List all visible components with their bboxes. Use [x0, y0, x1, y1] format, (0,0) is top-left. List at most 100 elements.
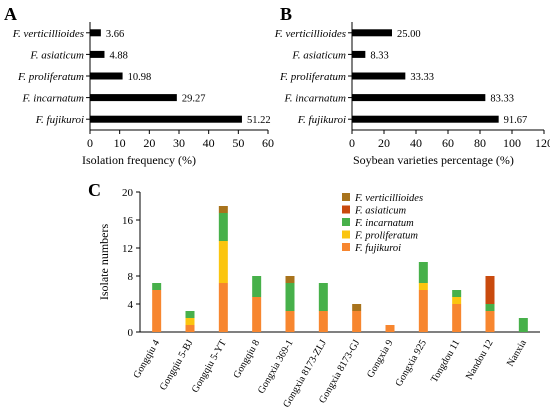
x-tick-label-20: 20 [143, 136, 155, 150]
bar-segment-gongxia-8173-zlj-f-fujikuroi [318, 311, 328, 332]
y-tick-label-f-fujikuroi: F. fujikuroi [35, 114, 84, 126]
y-tick-label-f-proliferatum: F. proliferatum [279, 71, 346, 83]
x-tick-label-0: 0 [87, 136, 93, 150]
y-tick-label-f-asiaticum: F. asiaticum [29, 49, 84, 61]
bar-segment-gongqiu-5-yt-f-verticillioides [218, 206, 228, 213]
bar-f-proliferatum [90, 72, 123, 80]
panel-a-chart: F. verticillioides 3.66 F. asiaticum 4.88 F.… [12, 22, 274, 167]
data-label-f-proliferatum: 10.98 [128, 72, 152, 83]
x-tick-label-40: 40 [410, 136, 422, 150]
x-tick-label-80: 80 [474, 136, 486, 150]
data-label-f-asiaticum: 8.33 [370, 50, 388, 61]
bar-f-verticillioides [90, 29, 101, 37]
legend-label-f-incarnatum: F. incarnatum [354, 218, 414, 229]
x-tick-label-120: 120 [535, 136, 550, 150]
bar-segment-nandou-12-f-incarnatum [485, 304, 495, 311]
x-tick-label-40: 40 [203, 136, 215, 150]
x-tick-label-gongxia-369-1: Gongxia 369-1 [256, 338, 296, 396]
x-tick-label-gongxia-9: Gongxia 9 [365, 338, 396, 380]
x-tick-label-30: 30 [173, 136, 185, 150]
bar-f-fujikuroi [90, 115, 242, 123]
x-tick-label-gongqiu-4: Gongqiu 4 [131, 338, 162, 380]
bar-segment-gongxia-369-1-f-verticillioides [285, 276, 295, 283]
bar-segment-nandou-12-f-asiaticum [485, 276, 495, 304]
data-label-f-incarnatum: 29.27 [182, 94, 206, 105]
bar-segment-gongxia-8173-gj-f-fujikuroi [352, 311, 362, 332]
panel-c-letter: C [88, 180, 101, 200]
x-tick-label-60: 60 [262, 136, 274, 150]
legend-label-f-verticillioides: F. verticillioides [354, 193, 423, 204]
panel-b-letter: B [280, 4, 292, 24]
x-tick-label-gongqiu-5-bj: Gongqiu 5-BJ [158, 338, 196, 392]
bar-segment-gongqiu-5-yt-f-fujikuroi [218, 283, 228, 332]
bar-segment-nandou-12-f-fujikuroi [485, 311, 495, 332]
bar-segment-gongqiu-8-f-fujikuroi [252, 297, 262, 332]
x-tick-label-gongxia-925: Gongxia 925 [393, 338, 429, 388]
data-label-f-verticillioides: 3.66 [106, 29, 124, 40]
legend-swatch-f-proliferatum [342, 230, 350, 239]
y-tick-label-f-verticillioides: F. verticillioides [12, 28, 84, 40]
y-axis-label: Isolate numbers [97, 224, 111, 301]
y-tick-label-f-verticillioides: F. verticillioides [274, 28, 346, 40]
y-tick-label-8: 8 [128, 271, 134, 283]
y-tick-label-f-incarnatum: F. incarnatum [283, 93, 346, 105]
data-label-f-proliferatum: 33.33 [410, 72, 434, 83]
x-tick-label-gongqiu-8: Gongqiu 8 [231, 338, 262, 380]
legend-swatch-f-asiaticum [342, 205, 350, 214]
bar-segment-gongxia-8173-gj-f-verticillioides [352, 304, 362, 311]
x-tick-label-nanxia: Nanxia [505, 338, 529, 369]
bar-segment-gongqiu-5-bj-f-incarnatum [185, 311, 195, 318]
data-label-f-fujikuroi: 91.67 [504, 115, 528, 126]
panel-a-letter: A [4, 4, 17, 24]
data-label-f-verticillioides: 25.00 [397, 29, 421, 40]
bar-segment-tongdou-11-f-incarnatum [452, 290, 462, 297]
data-label-f-fujikuroi: 51.22 [247, 115, 271, 126]
bar-f-incarnatum [352, 94, 486, 102]
x-tick-label-0: 0 [349, 136, 355, 150]
x-tick-label-20: 20 [378, 136, 390, 150]
bar-f-asiaticum [90, 50, 105, 58]
bar-segment-gongqiu-5-bj-f-fujikuroi [185, 325, 195, 332]
x-tick-label-10: 10 [114, 136, 126, 150]
legend-swatch-f-verticillioides [342, 193, 350, 201]
bar-segment-gongxia-369-1-f-incarnatum [285, 283, 295, 311]
data-label-f-incarnatum: 83.33 [490, 94, 514, 105]
x-tick-label-50: 50 [232, 136, 244, 150]
x-tick-label-nandou-12: Nandou 12 [464, 338, 496, 382]
bar-f-proliferatum [352, 72, 406, 80]
x-axis-label: Isolation frequency (%) [82, 153, 196, 167]
bar-segment-tongdou-11-f-proliferatum [452, 297, 462, 304]
bar-segment-gongqiu-5-yt-f-proliferatum [218, 241, 228, 283]
bar-segment-gongxia-369-1-f-fujikuroi [285, 311, 295, 332]
bar-segment-tongdou-11-f-fujikuroi [452, 304, 462, 332]
y-tick-label-16: 16 [122, 215, 134, 227]
bar-segment-gongqiu-8-f-incarnatum [252, 276, 262, 297]
y-tick-label-f-fujikuroi: F. fujikuroi [297, 114, 346, 126]
y-tick-label-4: 4 [128, 299, 134, 311]
bar-segment-gongxia-9-f-fujikuroi [385, 325, 395, 332]
bar-f-asiaticum [352, 50, 366, 58]
bar-segment-gongqiu-4-f-fujikuroi [152, 290, 162, 332]
bar-f-incarnatum [90, 94, 177, 102]
y-tick-label-f-incarnatum: F. incarnatum [21, 93, 84, 105]
legend-label-f-fujikuroi: F. fujikuroi [354, 243, 401, 254]
legend-swatch-f-fujikuroi [342, 243, 350, 251]
y-tick-label-12: 12 [122, 243, 133, 255]
bar-segment-gongxia-925-f-proliferatum [418, 283, 428, 290]
bar-segment-gongxia-925-f-fujikuroi [418, 290, 428, 332]
bar-f-fujikuroi [352, 115, 499, 123]
bar-segment-nanxia-f-incarnatum [518, 318, 528, 332]
y-tick-label-f-asiaticum: F. asiaticum [291, 49, 346, 61]
panel-b-chart: F. verticillioides 25.00 F. asiaticum 8.33 F… [274, 22, 550, 167]
bar-f-verticillioides [352, 29, 392, 37]
bar-segment-gongxia-925-f-incarnatum [418, 262, 428, 283]
x-tick-label-gongqiu-5-yt: Gongqiu 5-YT [190, 338, 229, 395]
bar-segment-gongxia-8173-zlj-f-incarnatum [318, 283, 328, 311]
legend-label-f-asiaticum: F. asiaticum [354, 206, 407, 217]
bar-segment-gongqiu-4-f-incarnatum [152, 283, 162, 290]
x-tick-label-tongdou-11: Tongdou 11 [429, 338, 462, 385]
x-tick-label-60: 60 [442, 136, 454, 150]
legend-label-f-proliferatum: F. proliferatum [354, 231, 418, 242]
